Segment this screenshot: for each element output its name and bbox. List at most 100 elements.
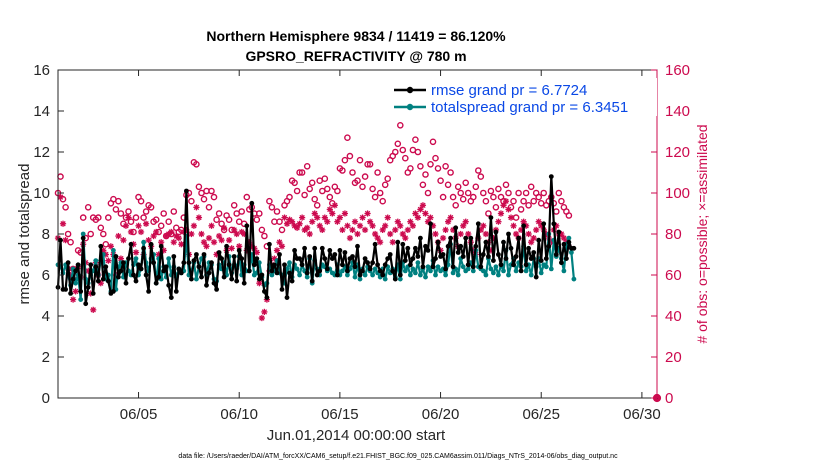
rmse-point	[138, 266, 144, 272]
rmse-point	[259, 272, 265, 278]
obs-assimilated-marker	[311, 210, 318, 217]
rmse-point	[279, 287, 285, 292]
totalspread-point	[397, 276, 403, 282]
asterisk-stroke	[72, 288, 79, 295]
rmse-point	[327, 248, 333, 253]
legend-totalspread-marker	[406, 103, 414, 111]
asterisk-stroke	[498, 210, 504, 217]
asterisk-stroke	[145, 237, 152, 243]
asterisk-stroke	[208, 223, 215, 229]
asterisk-stroke	[203, 243, 210, 249]
rmse-point	[204, 282, 209, 288]
rmse-point	[470, 264, 476, 270]
totalspread-point	[133, 256, 139, 261]
obs-assimilated-marker	[359, 214, 366, 221]
obs-assimilated-marker	[59, 220, 67, 227]
rmse-point	[503, 256, 509, 261]
rmse-point	[123, 280, 129, 286]
asterisk-stroke	[354, 231, 361, 237]
totalspread-point	[561, 268, 567, 274]
obs-possible-marker	[140, 214, 147, 221]
totalspread-point	[571, 276, 577, 282]
obs-assimilated-marker	[195, 214, 203, 221]
rmse-point	[166, 282, 172, 288]
asterisk-stroke	[276, 239, 283, 245]
rmse-point	[516, 235, 521, 241]
asterisk-stroke	[118, 255, 124, 262]
obs-possible-marker	[152, 216, 160, 223]
rmse-point	[68, 291, 73, 296]
obs-possible-marker	[210, 193, 218, 201]
asterisk-stroke	[422, 210, 429, 217]
obs-assimilated-marker	[125, 214, 132, 221]
rmse-point	[463, 235, 469, 241]
obs-assimilated-marker	[417, 206, 424, 213]
rmse-point	[448, 235, 453, 241]
obs-assimilated-marker	[432, 230, 439, 238]
obs-possible-marker	[459, 195, 467, 203]
rmse-point	[531, 250, 537, 255]
y-right-tick-label: 120	[665, 144, 690, 161]
asterisk-stroke	[387, 231, 393, 237]
rmse-point	[199, 274, 204, 280]
obs-assimilated-marker	[512, 230, 520, 238]
obs-assimilated-marker	[361, 226, 369, 233]
rmse-point	[385, 256, 391, 261]
obs-assimilated-marker	[226, 237, 233, 244]
obs-assimilated-marker	[445, 218, 452, 225]
asterisk-stroke	[427, 214, 434, 221]
obs-assimilated-marker	[210, 239, 218, 246]
rmse-point	[390, 268, 396, 274]
asterisk-stroke	[342, 210, 348, 217]
obs-assimilated-marker	[324, 218, 331, 225]
rmse-point	[88, 262, 94, 268]
obs-possible-marker	[505, 189, 512, 197]
obs-possible-marker	[160, 210, 167, 217]
rmse-point	[216, 250, 222, 255]
rmse-point	[418, 235, 423, 241]
totalspread-point	[73, 280, 78, 286]
rmse-point	[176, 266, 182, 272]
rmse-point	[335, 272, 340, 278]
rmse-point	[299, 262, 305, 268]
rmse-point	[196, 264, 202, 270]
obs-possible-marker	[84, 203, 92, 211]
obs-assimilated-marker	[402, 235, 409, 242]
asterisk-stroke	[271, 255, 278, 262]
obs-possible-marker	[195, 183, 203, 191]
rmse-point	[73, 268, 78, 274]
rmse-point	[287, 270, 292, 276]
rmse-point	[375, 262, 380, 268]
obs-assimilated-marker	[502, 198, 510, 205]
asterisk-stroke	[294, 225, 300, 231]
obs-possible-marker	[422, 171, 429, 178]
obs-assimilated-marker	[221, 224, 228, 231]
rmse-point	[63, 287, 68, 292]
obs-possible-marker	[97, 224, 105, 232]
obs-assimilated-marker	[495, 218, 502, 225]
obs-assimilated-marker	[258, 314, 265, 322]
totalspread-point	[382, 276, 388, 282]
rmse-point	[156, 274, 162, 280]
rmse-point	[121, 260, 126, 266]
obs-assimilated-marker	[90, 306, 97, 313]
rmse-point	[337, 248, 343, 253]
obs-possible-marker	[67, 238, 74, 246]
y-left-tick-label: 16	[33, 62, 50, 79]
obs-assimilated-marker	[281, 214, 288, 221]
asterisk-stroke	[226, 237, 232, 243]
totalspread-point	[345, 272, 350, 278]
asterisk-stroke	[440, 235, 446, 241]
obs-possible-marker	[361, 173, 369, 180]
obs-possible-marker	[117, 210, 125, 217]
asterisk-stroke	[123, 223, 129, 229]
rmse-point	[352, 264, 358, 270]
totalspread-point	[340, 268, 345, 274]
rmse-point	[98, 243, 104, 249]
rmse-point	[221, 274, 227, 280]
obs-possible-marker	[437, 177, 444, 184]
obs-possible-marker	[522, 189, 530, 197]
asterisk-stroke	[367, 219, 373, 225]
rmse-point	[342, 250, 348, 255]
totalspread-point	[483, 272, 489, 278]
